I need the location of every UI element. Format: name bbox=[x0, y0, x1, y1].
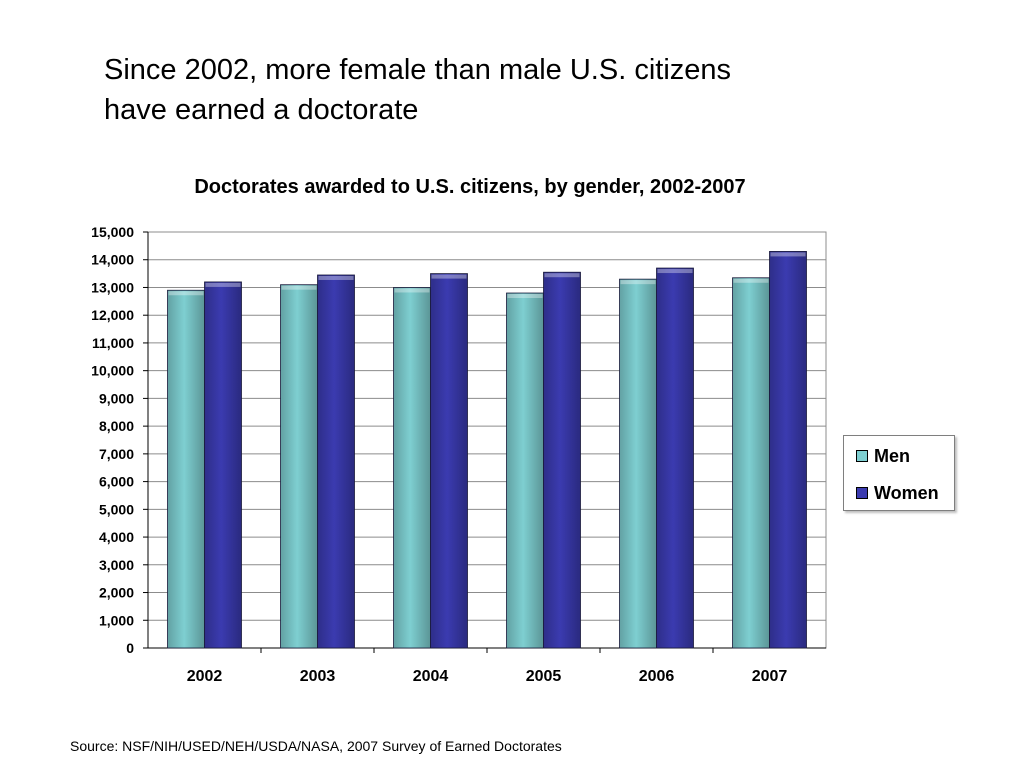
bar-men-2002 bbox=[167, 289, 205, 649]
bar-highlight-men-2003 bbox=[281, 285, 317, 290]
y-tick-label: 6,000 bbox=[99, 474, 134, 490]
plot-area bbox=[147, 231, 827, 649]
y-tick-label: 10,000 bbox=[91, 363, 134, 379]
legend-label-men: Men bbox=[874, 445, 910, 466]
bar-highlight-men-2007 bbox=[733, 278, 769, 283]
y-tick-label: 0 bbox=[126, 640, 134, 656]
slide-title-line-1: Since 2002, more female than male U.S. c… bbox=[104, 54, 732, 86]
y-tick-label: 1,000 bbox=[99, 612, 134, 628]
bar-men-2004 bbox=[393, 287, 431, 649]
chart-title: Doctorates awarded to U.S. citizens, by … bbox=[194, 176, 746, 198]
y-tick-label: 15,000 bbox=[91, 224, 134, 240]
y-tick-label: 7,000 bbox=[99, 446, 134, 462]
y-tick-label: 8,000 bbox=[99, 418, 134, 434]
legend-item-women: Women bbox=[856, 481, 939, 505]
source-note: Source: NSF/NIH/USED/NEH/USDA/NASA, 2007… bbox=[70, 738, 562, 754]
y-tick-label: 14,000 bbox=[91, 252, 134, 268]
bar-highlight-men-2006 bbox=[620, 280, 656, 285]
x-tick-label: 2005 bbox=[526, 668, 562, 685]
bar-highlight-men-2005 bbox=[507, 294, 543, 299]
legend-label-women: Women bbox=[874, 482, 939, 503]
y-tick-label: 9,000 bbox=[99, 390, 134, 406]
slide-title: Since 2002, more female than male U.S. c… bbox=[104, 50, 924, 130]
x-tick-label: 2004 bbox=[413, 668, 449, 685]
bar-women-2003 bbox=[317, 274, 355, 649]
bar-highlight-women-2006 bbox=[657, 269, 693, 274]
bar-highlight-women-2005 bbox=[544, 273, 580, 278]
x-tick-label: 2002 bbox=[187, 668, 223, 685]
bar-highlight-women-2007 bbox=[770, 252, 806, 257]
bar-women-2007 bbox=[769, 251, 807, 649]
legend-swatch-women bbox=[856, 487, 868, 499]
x-tick-label: 2007 bbox=[752, 668, 788, 685]
bar-highlight-women-2002 bbox=[205, 282, 241, 287]
y-tick-label: 11,000 bbox=[92, 335, 134, 351]
x-tick-label: 2006 bbox=[639, 668, 675, 685]
bar-highlight-men-2002 bbox=[168, 291, 204, 296]
bar-highlight-women-2004 bbox=[431, 274, 467, 279]
bar-women-2005 bbox=[543, 271, 581, 649]
bar-highlight-men-2004 bbox=[394, 288, 430, 293]
legend-swatch-men bbox=[856, 450, 868, 462]
bar-women-2004 bbox=[430, 273, 468, 649]
y-tick-label: 3,000 bbox=[99, 557, 134, 573]
bar-men-2005 bbox=[506, 292, 544, 649]
y-tick-label: 13,000 bbox=[91, 279, 134, 295]
bar-men-2006 bbox=[619, 278, 657, 649]
x-tick-label: 2003 bbox=[300, 668, 336, 685]
bar-highlight-women-2003 bbox=[318, 275, 354, 280]
y-tick-label: 4,000 bbox=[99, 529, 134, 545]
legend-item-men: Men bbox=[856, 444, 910, 468]
y-tick-label: 5,000 bbox=[99, 501, 134, 517]
y-tick-label: 12,000 bbox=[91, 307, 134, 323]
bar-men-2003 bbox=[280, 284, 318, 649]
bar-men-2007 bbox=[732, 277, 770, 649]
chart-legend: Men Women bbox=[843, 435, 955, 511]
slide-title-line-2: have earned a doctorate bbox=[104, 94, 419, 126]
bar-women-2006 bbox=[656, 267, 694, 649]
y-tick-label: 2,000 bbox=[99, 585, 134, 601]
bar-women-2002 bbox=[204, 281, 242, 649]
